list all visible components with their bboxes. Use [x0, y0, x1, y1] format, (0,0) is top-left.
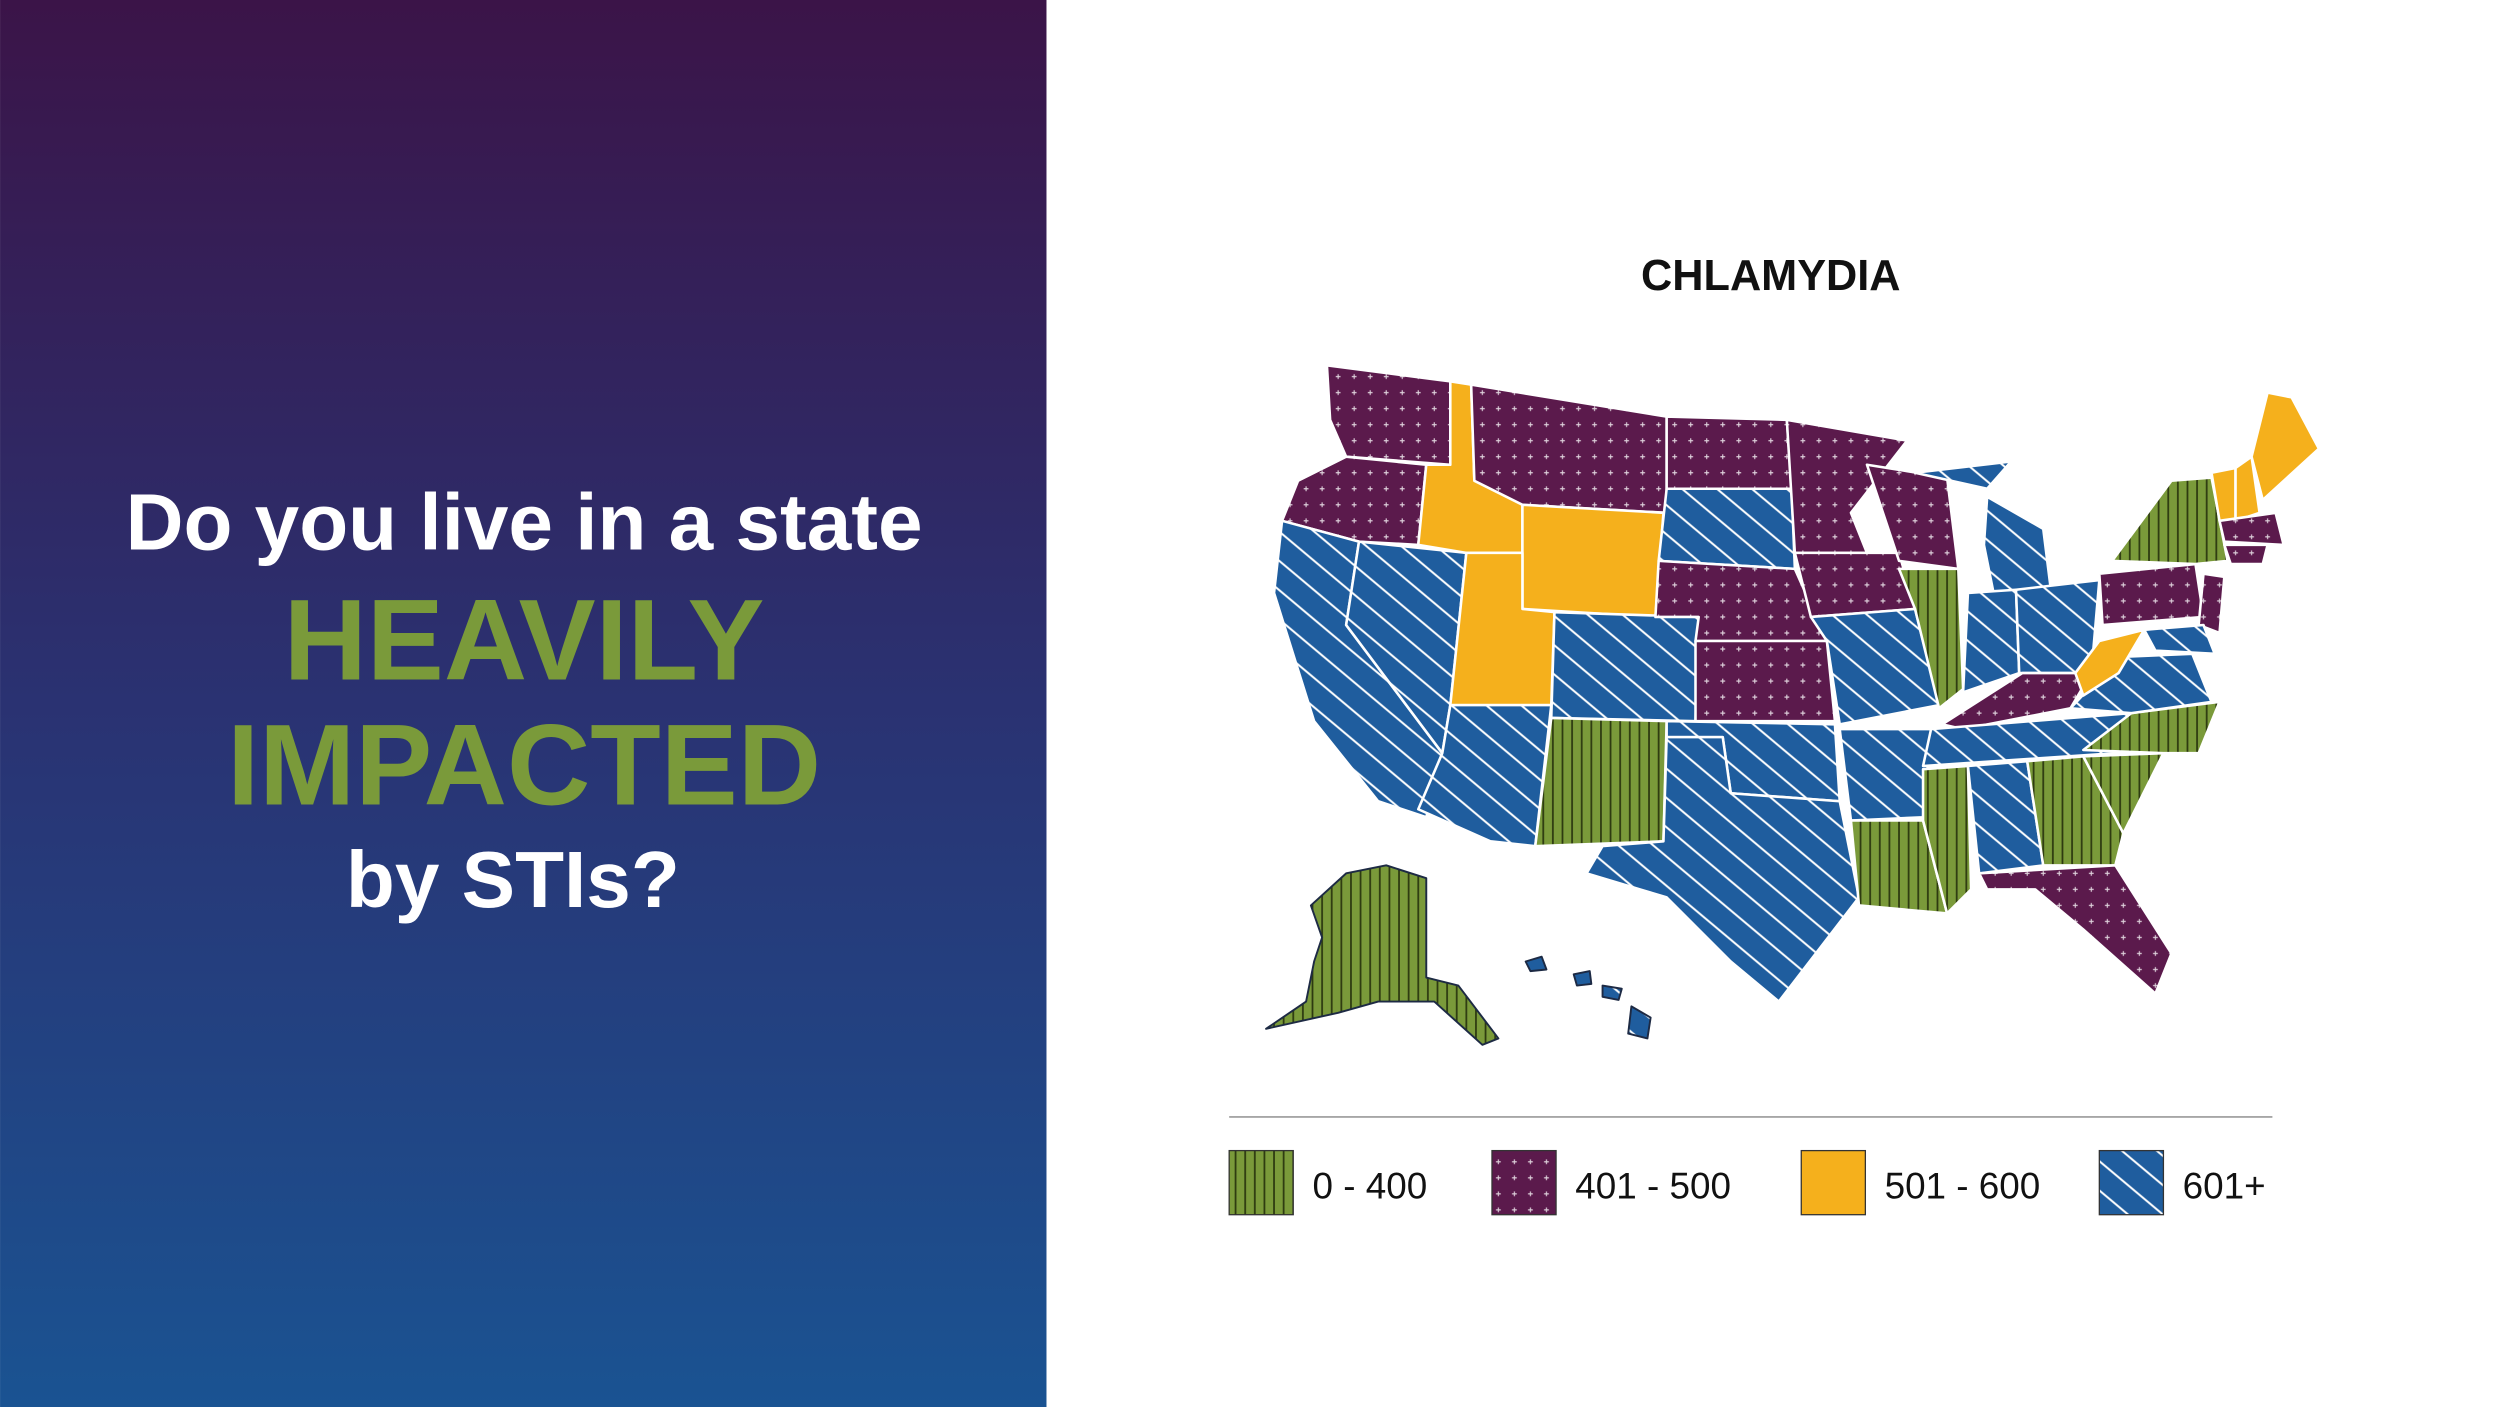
left-panel	[0, 0, 1047, 1407]
state	[1533, 716, 1668, 848]
state	[2142, 623, 2216, 656]
state	[1982, 495, 2053, 603]
headline-emphasis: HEAVILY	[284, 576, 765, 704]
state	[2098, 562, 2205, 627]
state	[1572, 970, 1593, 987]
legend-label: 0 - 400	[1312, 1166, 1427, 1207]
headline-line: Do you live in a state	[126, 477, 923, 567]
state	[1921, 764, 1973, 915]
state	[2223, 543, 2269, 566]
state	[2082, 751, 2165, 835]
state	[1469, 383, 1668, 515]
state	[1785, 418, 1909, 555]
state	[1657, 487, 1797, 571]
legend-swatch	[1800, 1149, 1867, 1216]
state	[1694, 639, 1837, 723]
headline-emphasis: IMPACTED	[227, 701, 821, 829]
map-title: CHLAMYDIA	[1641, 252, 1900, 300]
state	[1961, 588, 2021, 694]
state	[1665, 415, 1793, 491]
state	[1585, 735, 1861, 1003]
state	[2025, 755, 2125, 867]
legend-swatch	[1491, 1149, 1557, 1216]
state	[1921, 711, 2133, 768]
state	[1809, 607, 1941, 726]
state	[1521, 503, 1665, 619]
state	[2082, 700, 2221, 755]
legend-swatch	[2098, 1149, 2165, 1216]
state	[1601, 984, 1623, 1001]
state	[2110, 476, 2229, 566]
headline-line: by STIs?	[346, 834, 680, 924]
state	[2218, 511, 2285, 547]
state	[1793, 551, 1917, 619]
state	[2074, 628, 2146, 697]
state	[2250, 391, 2321, 502]
state	[2234, 455, 2261, 523]
state	[1524, 955, 1548, 973]
state	[2197, 572, 2226, 635]
state	[1265, 864, 1500, 1046]
state	[1838, 727, 1933, 822]
legend: 0 - 400 401 - 500 501 - 600 601+	[1228, 1149, 2266, 1216]
state	[1325, 364, 1452, 467]
state	[1913, 460, 2013, 491]
legend-label: 401 - 500	[1575, 1166, 1731, 1207]
state	[1977, 864, 2173, 995]
legend-label: 501 - 600	[1885, 1166, 2041, 1207]
legend-swatch	[1228, 1149, 1294, 1216]
us-map	[1265, 364, 2321, 1046]
legend-label: 601+	[2183, 1166, 2266, 1207]
state	[1627, 1005, 1652, 1040]
state	[1549, 610, 1700, 723]
state	[1897, 567, 1965, 710]
